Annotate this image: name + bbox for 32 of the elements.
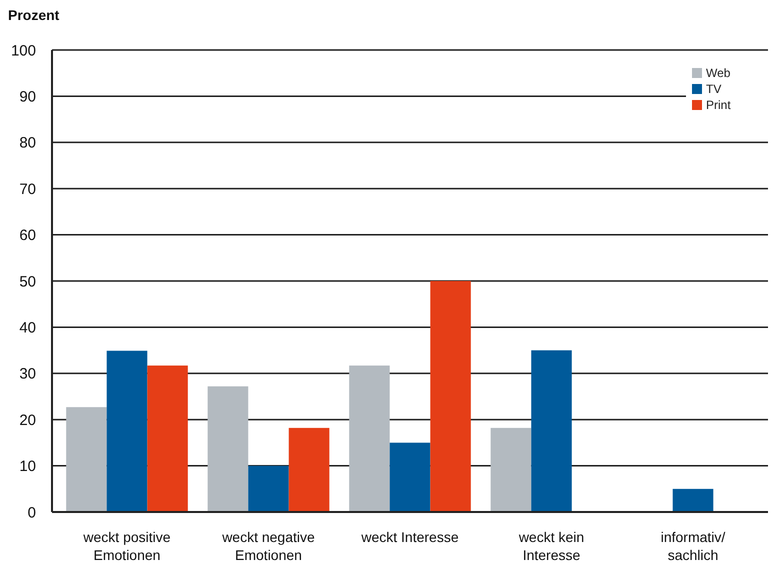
y-tick-label: 80 xyxy=(19,134,36,152)
y-tick-label: 70 xyxy=(19,180,36,198)
x-tick-label: informativ/ sachlich xyxy=(660,529,726,563)
bar xyxy=(147,366,188,512)
legend-label: Print xyxy=(706,98,732,112)
y-tick-label: 90 xyxy=(19,88,36,106)
x-tick-label: weckt negative Emotionen xyxy=(221,529,316,563)
y-tick-label: 20 xyxy=(19,412,36,429)
bar xyxy=(531,350,572,512)
y-tick-label: 50 xyxy=(19,273,36,290)
legend-label: TV xyxy=(706,82,722,96)
x-tick-label: weckt positive Emotionen xyxy=(82,529,171,563)
bar xyxy=(66,407,107,512)
y-tick-label: 10 xyxy=(19,458,36,476)
bar xyxy=(490,428,532,512)
bar xyxy=(248,466,289,512)
y-tick-label: 0 xyxy=(28,504,36,522)
x-tick-label: weckt Interesse xyxy=(360,529,459,545)
bar xyxy=(208,386,248,512)
legend-label: Web xyxy=(706,66,731,80)
y-tick-label: 100 xyxy=(10,42,36,60)
y-tick-label: 40 xyxy=(19,319,36,336)
bar xyxy=(106,350,148,512)
x-tick-label: weckt kein Interesse xyxy=(518,529,584,563)
bar xyxy=(288,428,330,512)
bar xyxy=(349,366,390,512)
y-tick-label: 30 xyxy=(19,366,36,383)
bar xyxy=(430,281,471,512)
bar xyxy=(672,488,714,512)
bar xyxy=(390,442,430,512)
y-axis-title: Prozent xyxy=(8,7,60,23)
y-tick-label: 60 xyxy=(19,227,36,244)
